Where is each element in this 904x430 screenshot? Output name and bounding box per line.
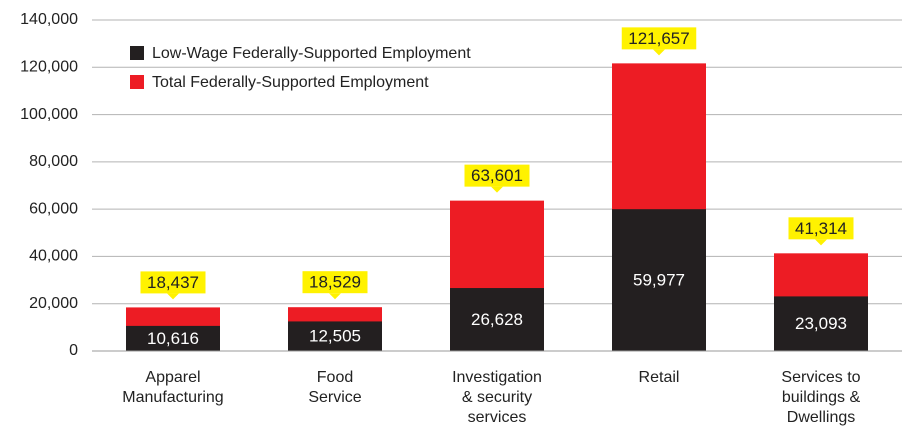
legend-label: Low-Wage Federally-Supported Employment bbox=[152, 45, 471, 62]
x-tick-label: Retail bbox=[639, 369, 680, 386]
total-value-label: 18,529 bbox=[309, 273, 361, 292]
callout-box bbox=[788, 217, 854, 240]
bar bbox=[612, 209, 706, 351]
callout: 18,529 bbox=[302, 271, 368, 300]
callout: 18,437 bbox=[140, 271, 206, 300]
y-tick-label: 120,000 bbox=[20, 59, 78, 76]
callout-box bbox=[464, 164, 530, 187]
bar-value-label: 12,505 bbox=[309, 327, 361, 346]
callout: 63,601 bbox=[464, 164, 530, 193]
total-value-label: 41,314 bbox=[795, 219, 847, 238]
total-value-label: 121,657 bbox=[628, 29, 689, 48]
legend-label: Total Federally-Supported Employment bbox=[152, 74, 429, 91]
y-tick-label: 60,000 bbox=[29, 200, 78, 217]
bar bbox=[126, 325, 220, 351]
y-tick-label: 140,000 bbox=[20, 11, 78, 28]
y-tick-label: 80,000 bbox=[29, 153, 78, 170]
bar bbox=[450, 288, 544, 351]
callout-pointer bbox=[815, 239, 827, 246]
bar-value-label: 26,628 bbox=[471, 310, 523, 329]
callout-pointer bbox=[653, 49, 665, 56]
x-tick-label: Services to buildings & Dwellings bbox=[781, 369, 860, 426]
total-value-label: 63,601 bbox=[471, 166, 523, 185]
callout-box bbox=[140, 271, 206, 294]
callout-box bbox=[302, 271, 368, 294]
x-tick-label: Food Service bbox=[308, 369, 361, 406]
callout: 41,314 bbox=[788, 217, 854, 246]
callout-pointer bbox=[329, 293, 341, 300]
callout-pointer bbox=[167, 293, 179, 300]
x-tick-label: Investigation & security services bbox=[452, 369, 542, 426]
bar bbox=[774, 296, 868, 351]
legend-swatch bbox=[130, 75, 144, 89]
callout: 121,657 bbox=[621, 27, 697, 56]
total-value-label: 18,437 bbox=[147, 273, 199, 292]
callout-pointer bbox=[491, 186, 503, 193]
y-tick-label: 20,000 bbox=[29, 295, 78, 312]
y-tick-label: 0 bbox=[69, 342, 78, 359]
legend-swatch bbox=[130, 46, 144, 60]
bar-value-label: 10,616 bbox=[147, 329, 199, 348]
callout-box bbox=[621, 27, 697, 50]
y-tick-label: 100,000 bbox=[20, 106, 78, 123]
bar-value-label: 59,977 bbox=[633, 271, 685, 290]
x-tick-label: Apparel Manufacturing bbox=[122, 369, 223, 406]
y-tick-label: 40,000 bbox=[29, 248, 78, 265]
bar bbox=[288, 321, 382, 351]
bar-value-label: 23,093 bbox=[795, 314, 847, 333]
